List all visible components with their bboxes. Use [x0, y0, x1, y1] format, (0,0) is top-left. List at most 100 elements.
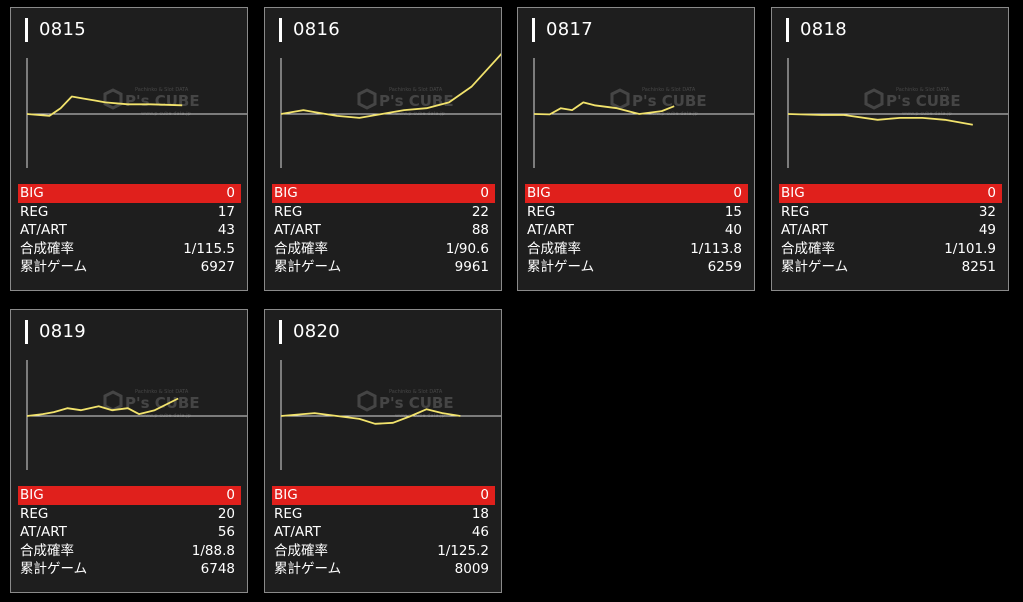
machine-card-0820[interactable]: 0820 Pachinko & Slot DATA P's CUBE www.p-c… [264, 309, 502, 593]
stat-row-prob: 合成確率 1/125.2 [272, 542, 495, 561]
stat-row-games: 累計ゲーム 6748 [18, 560, 241, 579]
slump-line [280, 52, 501, 119]
stat-row-games: 累計ゲーム 6259 [525, 258, 748, 277]
machine-card-0817[interactable]: 0817 Pachinko & Slot DATA P's CUBE www.p-c… [517, 7, 755, 291]
stat-value-games: 6748 [200, 561, 235, 578]
machine-number: 0816 [279, 18, 340, 42]
machine-number: 0817 [532, 18, 593, 42]
stat-label-games: 累計ゲーム [20, 561, 88, 578]
machine-number: 0818 [786, 18, 847, 42]
stat-row-reg: REG 20 [18, 505, 241, 524]
stat-value-atart: 40 [724, 222, 742, 239]
stat-row-atart: AT/ART 88 [272, 221, 495, 240]
cube-logo-icon [103, 390, 123, 412]
stat-row-prob: 合成確率 1/90.6 [272, 240, 495, 259]
stat-label-atart: AT/ART [20, 222, 67, 239]
cube-logo-icon [357, 390, 377, 412]
watermark-top: Pachinko & Slot DATA [642, 87, 696, 93]
slump-graph: Pachinko & Slot DATA P's CUBE www.p-cube-d… [786, 48, 1008, 168]
machine-number: 0815 [25, 18, 86, 42]
slump-graph: Pachinko & Slot DATA P's CUBE www.p-cube-d… [279, 48, 501, 168]
stat-label-atart: AT/ART [274, 524, 321, 541]
stat-row-atart: AT/ART 46 [272, 523, 495, 542]
stat-row-reg: REG 15 [525, 203, 748, 222]
stat-row-atart: AT/ART 43 [18, 221, 241, 240]
machine-card-0819[interactable]: 0819 Pachinko & Slot DATA P's CUBE www.p-c… [10, 309, 248, 593]
stat-value-reg: 20 [217, 505, 235, 522]
slump-graph: Pachinko & Slot DATA P's CUBE www.p-cube-d… [25, 48, 247, 168]
stat-value-prob: 1/101.9 [944, 240, 996, 257]
stat-row-reg: REG 18 [272, 505, 495, 524]
stat-label-big: BIG [274, 487, 298, 503]
stat-value-reg: 17 [217, 203, 235, 220]
stats-table: BIG 0 REG 17 AT/ART 43 合成確率 1/115.5 累計ゲー… [18, 184, 241, 277]
slump-line [26, 95, 183, 117]
stat-label-big: BIG [274, 185, 298, 201]
stat-value-prob: 1/88.8 [191, 542, 235, 559]
stat-label-reg: REG [781, 203, 810, 220]
stat-row-big: BIG 0 [779, 184, 1002, 203]
stat-value-big: 0 [480, 487, 489, 503]
stat-value-games: 6927 [200, 259, 235, 276]
stats-table: BIG 0 REG 20 AT/ART 56 合成確率 1/88.8 累計ゲーム… [18, 486, 241, 579]
stat-value-reg: 18 [471, 505, 489, 522]
slump-graph: Pachinko & Slot DATA P's CUBE www.p-cube-d… [25, 350, 247, 470]
stat-value-atart: 88 [471, 222, 489, 239]
stat-label-prob: 合成確率 [274, 240, 328, 257]
machine-card-0816[interactable]: 0816 Pachinko & Slot DATA P's CUBE www.p-c… [264, 7, 502, 291]
machine-number: 0819 [25, 320, 86, 344]
stat-label-games: 累計ゲーム [274, 259, 342, 276]
stat-value-atart: 43 [217, 222, 235, 239]
stat-label-big: BIG [20, 487, 44, 503]
stats-table: BIG 0 REG 15 AT/ART 40 合成確率 1/113.8 累計ゲー… [525, 184, 748, 277]
stat-value-games: 9961 [454, 259, 489, 276]
stat-row-prob: 合成確率 1/115.5 [18, 240, 241, 259]
stat-row-reg: REG 32 [779, 203, 1002, 222]
stat-value-big: 0 [733, 185, 742, 201]
watermark-main: P's CUBE [632, 92, 707, 110]
stat-value-prob: 1/113.8 [690, 240, 742, 257]
stat-row-big: BIG 0 [272, 184, 495, 203]
stat-row-games: 累計ゲーム 6927 [18, 258, 241, 277]
stat-label-reg: REG [274, 505, 303, 522]
cube-logo-icon [357, 88, 377, 110]
machine-card-0818[interactable]: 0818 Pachinko & Slot DATA P's CUBE www.p-c… [771, 7, 1009, 291]
stats-table: BIG 0 REG 18 AT/ART 46 合成確率 1/125.2 累計ゲー… [272, 486, 495, 579]
stat-label-prob: 合成確率 [274, 542, 328, 559]
stat-row-prob: 合成確率 1/88.8 [18, 542, 241, 561]
stats-table: BIG 0 REG 32 AT/ART 49 合成確率 1/101.9 累計ゲー… [779, 184, 1002, 277]
watermark-top: Pachinko & Slot DATA [135, 87, 189, 93]
stat-value-prob: 1/90.6 [445, 240, 489, 257]
stat-row-prob: 合成確率 1/113.8 [525, 240, 748, 259]
stat-row-atart: AT/ART 49 [779, 221, 1002, 240]
stat-label-atart: AT/ART [20, 524, 67, 541]
stat-label-reg: REG [527, 203, 556, 220]
stat-value-big: 0 [226, 487, 235, 503]
watermark-top: Pachinko & Slot DATA [389, 389, 443, 395]
stat-label-games: 累計ゲーム [781, 259, 849, 276]
stat-value-big: 0 [987, 185, 996, 201]
cube-logo-icon [864, 88, 884, 110]
stat-label-games: 累計ゲーム [20, 259, 88, 276]
stat-row-reg: REG 22 [272, 203, 495, 222]
stat-label-big: BIG [781, 185, 805, 201]
machine-number: 0820 [279, 320, 340, 344]
stat-value-prob: 1/125.2 [437, 542, 489, 559]
stat-row-big: BIG 0 [525, 184, 748, 203]
watermark-main: P's CUBE [125, 92, 200, 110]
machine-card-0815[interactable]: 0815 Pachinko & Slot DATA P's CUBE www.p-c… [10, 7, 248, 291]
stat-row-games: 累計ゲーム 8009 [272, 560, 495, 579]
watermark-main: P's CUBE [125, 394, 200, 412]
stat-label-atart: AT/ART [274, 222, 321, 239]
stat-value-prob: 1/115.5 [183, 240, 235, 257]
watermark-top: Pachinko & Slot DATA [896, 87, 950, 93]
